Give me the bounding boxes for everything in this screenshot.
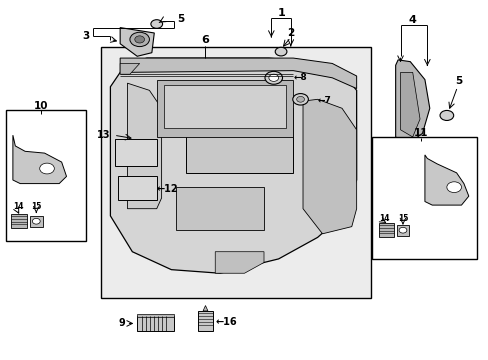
Text: 5: 5	[454, 76, 462, 86]
Text: ←7: ←7	[317, 96, 331, 105]
Polygon shape	[120, 28, 154, 56]
Circle shape	[32, 219, 40, 224]
Bar	[185, 108, 293, 173]
Polygon shape	[127, 83, 161, 209]
Polygon shape	[203, 306, 207, 311]
Polygon shape	[400, 72, 419, 137]
Text: 2: 2	[286, 28, 294, 38]
Circle shape	[398, 227, 406, 233]
Circle shape	[296, 96, 304, 102]
Circle shape	[264, 71, 282, 84]
Circle shape	[40, 163, 54, 174]
Text: 11: 11	[413, 129, 427, 138]
Circle shape	[130, 32, 149, 46]
Polygon shape	[13, 135, 66, 184]
Bar	[5, 110, 86, 241]
Text: ←8: ←8	[293, 73, 306, 82]
Text: 5: 5	[177, 14, 184, 24]
Text: 9: 9	[118, 319, 125, 328]
Polygon shape	[424, 155, 468, 205]
Text: 14: 14	[378, 213, 389, 222]
Bar	[378, 223, 393, 237]
Text: 13: 13	[97, 130, 110, 140]
Bar	[118, 176, 157, 200]
Bar	[176, 187, 264, 230]
Bar	[101, 47, 370, 298]
Bar	[371, 137, 476, 259]
Bar	[198, 311, 212, 330]
Circle shape	[439, 111, 453, 121]
Text: 1: 1	[277, 8, 285, 18]
Circle shape	[268, 74, 278, 81]
Circle shape	[292, 94, 308, 105]
Polygon shape	[215, 252, 264, 273]
Polygon shape	[303, 99, 356, 234]
Circle shape	[446, 182, 461, 193]
Text: 6: 6	[201, 35, 209, 45]
Bar	[115, 139, 157, 166]
Bar	[157, 80, 293, 137]
Polygon shape	[120, 63, 140, 74]
Bar	[30, 216, 42, 226]
Bar	[163, 85, 285, 128]
Text: 3: 3	[82, 31, 89, 41]
Circle shape	[135, 36, 144, 43]
Bar	[396, 225, 408, 235]
Polygon shape	[120, 58, 356, 89]
Polygon shape	[395, 60, 429, 144]
Text: 4: 4	[408, 15, 416, 26]
Polygon shape	[110, 58, 356, 273]
Text: 14: 14	[13, 202, 23, 211]
Text: ←16: ←16	[215, 317, 236, 327]
Text: 10: 10	[34, 101, 48, 111]
Text: ←12: ←12	[157, 184, 178, 194]
Bar	[137, 315, 173, 318]
Bar	[137, 316, 173, 330]
Text: 15: 15	[31, 202, 41, 211]
Circle shape	[151, 20, 162, 28]
Bar	[11, 214, 27, 228]
Circle shape	[275, 47, 286, 56]
Text: 15: 15	[397, 213, 407, 222]
